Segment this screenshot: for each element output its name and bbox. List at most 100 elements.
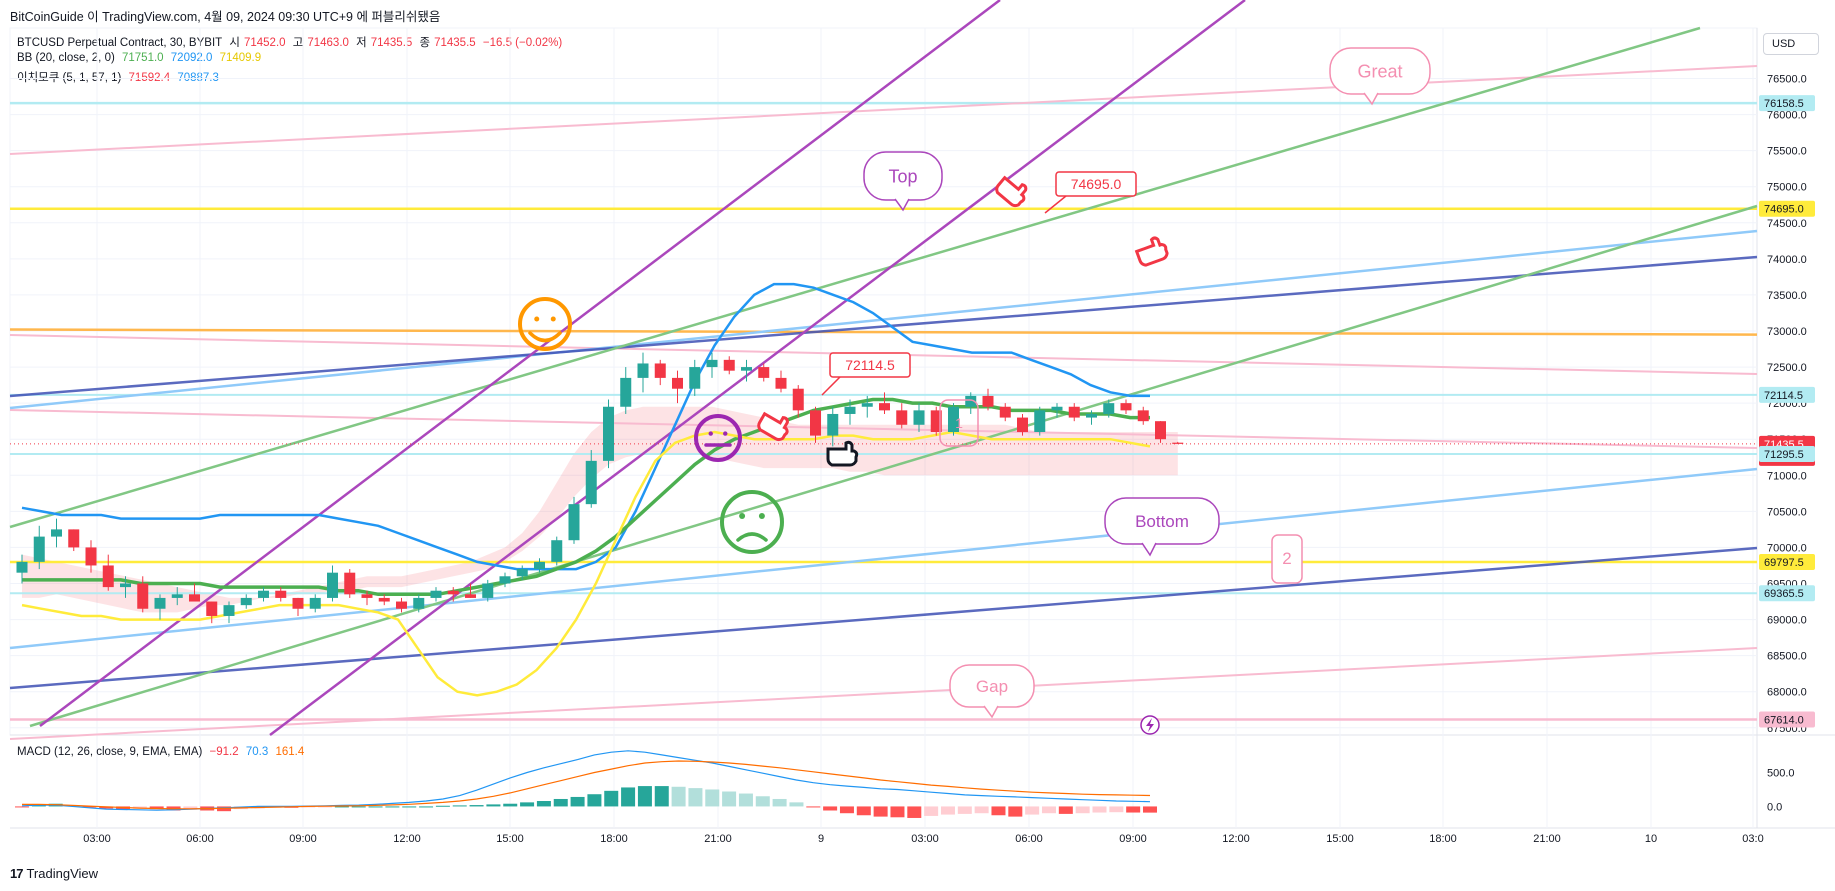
callout-1: 1 <box>939 399 979 447</box>
price-tick-label: 76500.0 <box>1767 74 1807 86</box>
price-tick-label: 71500.0 <box>1767 434 1807 446</box>
candle-body <box>689 367 701 389</box>
hand-pointer-icon <box>826 440 859 467</box>
callout-great-bubble <box>1329 47 1431 95</box>
time-tick-label: 12:00 <box>1222 833 1250 845</box>
hand-pointer-icon-shape <box>995 175 1028 208</box>
candle-body <box>1137 410 1149 422</box>
time-tick-label: 06:00 <box>1015 833 1043 845</box>
macd-pane: 500.0 0.0 <box>15 750 1795 818</box>
candle <box>551 536 563 566</box>
candle-body <box>1034 410 1046 432</box>
candle <box>171 587 183 606</box>
legend-ichimoku-row: 이치모쿠 (5, 1, 57, 1) 71592.4 70887.3 <box>17 69 223 85</box>
price-label-countdown: 29:07 <box>1764 453 1792 465</box>
candle-body <box>482 583 494 598</box>
legend-bb-label: BB (20, close, 2, 0) <box>17 52 115 64</box>
price-tick-label: 69000.0 <box>1767 615 1807 627</box>
candle <box>378 594 390 606</box>
price-tick-label: 74500.0 <box>1767 218 1807 230</box>
tradingview-logo[interactable]: 17 TradingView <box>10 866 98 881</box>
macd-hist-bar <box>267 806 282 808</box>
callout-bottom-text: Bottom <box>1135 512 1189 531</box>
macd-hist-bar <box>1143 806 1157 813</box>
macd-hist-bar <box>402 806 417 808</box>
macd-hist-bar <box>368 806 383 808</box>
candle <box>758 363 770 382</box>
candle-body <box>810 410 821 436</box>
macd-hist-bar <box>536 801 551 807</box>
callout-72114-pointer <box>821 376 841 396</box>
macd-hist-bar <box>705 789 720 807</box>
candles <box>16 352 1184 624</box>
candle-body <box>1086 413 1097 418</box>
price-label: 71295.5 <box>1759 445 1815 462</box>
candle <box>948 403 959 436</box>
candle <box>1051 403 1063 418</box>
callout-72114-text: 72114.5 <box>845 357 895 373</box>
macd-hist-bar <box>65 805 80 807</box>
macd-hist-bar <box>772 798 787 807</box>
smiley-confused-icon-eye <box>758 513 765 519</box>
macd-hist-bar <box>789 802 804 807</box>
candle-body <box>447 590 459 595</box>
candle <box>361 590 373 606</box>
macd-hist-bar <box>250 806 265 809</box>
smiley-neutral-icon <box>694 414 742 462</box>
candle-body <box>189 594 200 602</box>
candle-body <box>413 597 425 609</box>
time-tick-label: 21:00 <box>1533 833 1561 845</box>
candle-body <box>999 406 1011 418</box>
macd-hist-bar <box>435 805 450 807</box>
smiley-neutral-icon-eye <box>708 431 713 436</box>
macd-hist-bar <box>469 805 484 807</box>
macd-hist-bar <box>1058 806 1073 814</box>
candle-body <box>1051 406 1063 411</box>
callout-74695-text: 74695.0 <box>1071 176 1122 192</box>
price-tick-label: 75000.0 <box>1767 182 1807 194</box>
candle-body <box>327 572 338 598</box>
candle <box>654 359 666 386</box>
price-tick-label: 73000.0 <box>1767 326 1807 338</box>
legend-symbol-row: BTCUSD Perpetual Contract, 30, BYBIT 시 71… <box>17 34 566 50</box>
hand-pointer-icon <box>1134 236 1169 267</box>
candle-body <box>534 561 545 570</box>
candle-body <box>309 597 321 609</box>
macd-hist-bar <box>587 794 602 807</box>
candle <box>930 406 942 436</box>
price-label-box <box>1759 200 1815 217</box>
price-label-text: 71435.5 <box>1764 439 1804 451</box>
smiley-happy-icon-eye <box>550 316 556 322</box>
candle-body <box>585 460 597 505</box>
ichimoku-cloud-area <box>22 406 1178 613</box>
candle <box>637 352 649 393</box>
time-tick-label: 9 <box>818 833 824 845</box>
trend-line <box>9 26 1701 529</box>
time-tick-label: 03:0 <box>1742 833 1763 845</box>
callout-top-bubble <box>863 151 943 201</box>
callout-2: 2 <box>1271 534 1303 584</box>
candle-body <box>1172 442 1184 444</box>
callout-top: Top <box>863 151 943 212</box>
price-label: 74695.0 <box>1759 200 1815 217</box>
candle <box>810 406 821 443</box>
candle <box>603 399 614 469</box>
macd-hist-bar <box>1075 806 1090 814</box>
candle <box>1086 410 1097 425</box>
candle <box>102 554 114 591</box>
candle-body <box>982 395 994 407</box>
candle <box>33 525 45 570</box>
callout-gap: Gap <box>949 664 1035 719</box>
candle <box>309 594 321 613</box>
macd-hist-bar <box>621 787 636 807</box>
candle <box>51 518 62 548</box>
candle <box>275 587 287 602</box>
macd-hist-bar <box>856 806 871 816</box>
bb-basis-line <box>22 397 1150 597</box>
hand-pointer-icon-shape <box>1134 236 1169 267</box>
candle-body <box>292 597 304 609</box>
smiley-confused-icon <box>720 490 784 554</box>
currency-button[interactable]: USD <box>1763 33 1819 55</box>
price-tick-label: 68000.0 <box>1767 687 1807 699</box>
macd-hist-bar <box>1109 806 1124 813</box>
